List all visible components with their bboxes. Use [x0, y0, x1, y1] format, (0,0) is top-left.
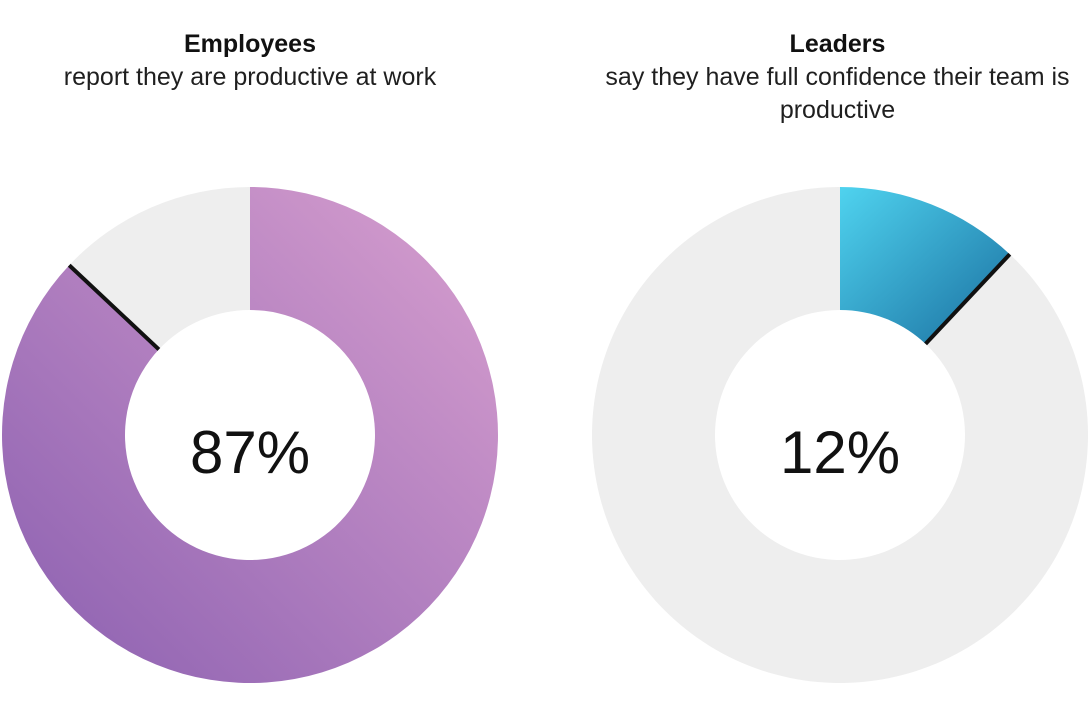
employees-slice-highlight — [1, 187, 499, 683]
leaders-slices — [591, 187, 1088, 683]
leaders-subtitle: say they have full confidence their team… — [605, 63, 1070, 124]
leaders-slice-divider — [924, 252, 1012, 346]
employees-title: Employees — [183, 30, 316, 58]
employees-slices — [1, 187, 499, 683]
employees-value-label: 87% — [190, 419, 310, 486]
employees-slice-divider — [67, 263, 161, 351]
leaders-donut-chart: 12% — [591, 187, 1088, 683]
leaders-title: Leaders — [789, 30, 886, 58]
leaders-slice-highlight — [840, 187, 1010, 344]
employees-donut-chart: 87% — [1, 187, 499, 683]
leaders-panel: Leaders say they have full confidence th… — [545, 0, 1090, 712]
employees-slice-remainder — [69, 187, 250, 350]
employees-heading: Employees report they are productive at … — [0, 28, 500, 94]
employees-panel: Employees report they are productive at … — [0, 28, 500, 683]
employees-subtitle: report they are productive at work — [63, 63, 437, 91]
leaders-slice-remainder — [591, 187, 1088, 683]
leaders-heading: Leaders say they have full confidence th… — [565, 28, 1090, 127]
leaders-value-label: 12% — [780, 419, 900, 486]
